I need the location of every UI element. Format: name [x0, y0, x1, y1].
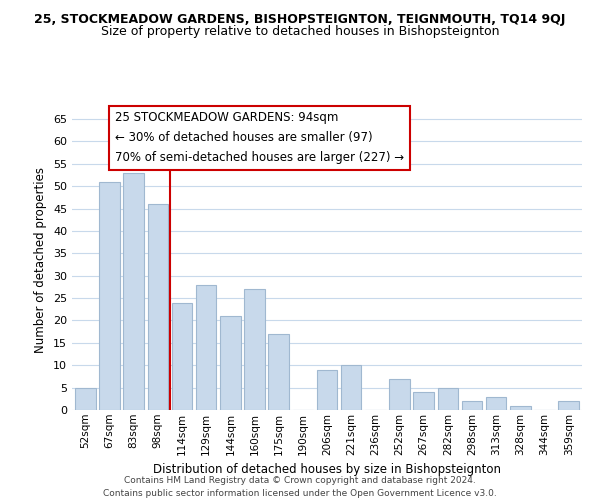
Bar — [389, 378, 410, 410]
Bar — [220, 316, 241, 410]
Bar — [486, 396, 506, 410]
Bar — [341, 365, 361, 410]
Bar — [510, 406, 530, 410]
Bar — [172, 302, 192, 410]
Bar — [244, 289, 265, 410]
Bar — [148, 204, 168, 410]
Text: Size of property relative to detached houses in Bishopsteignton: Size of property relative to detached ho… — [101, 25, 499, 38]
Bar — [437, 388, 458, 410]
Text: 25, STOCKMEADOW GARDENS, BISHOPSTEIGNTON, TEIGNMOUTH, TQ14 9QJ: 25, STOCKMEADOW GARDENS, BISHOPSTEIGNTON… — [34, 12, 566, 26]
X-axis label: Distribution of detached houses by size in Bishopsteignton: Distribution of detached houses by size … — [153, 463, 501, 476]
Y-axis label: Number of detached properties: Number of detached properties — [34, 167, 47, 353]
Text: Contains HM Land Registry data © Crown copyright and database right 2024.
Contai: Contains HM Land Registry data © Crown c… — [103, 476, 497, 498]
Bar — [559, 401, 579, 410]
Bar — [413, 392, 434, 410]
Bar — [196, 284, 217, 410]
Bar — [462, 401, 482, 410]
Bar — [317, 370, 337, 410]
Bar — [124, 172, 144, 410]
Bar — [99, 182, 120, 410]
Bar — [268, 334, 289, 410]
Bar — [75, 388, 95, 410]
Text: 25 STOCKMEADOW GARDENS: 94sqm
← 30% of detached houses are smaller (97)
70% of s: 25 STOCKMEADOW GARDENS: 94sqm ← 30% of d… — [115, 112, 404, 164]
